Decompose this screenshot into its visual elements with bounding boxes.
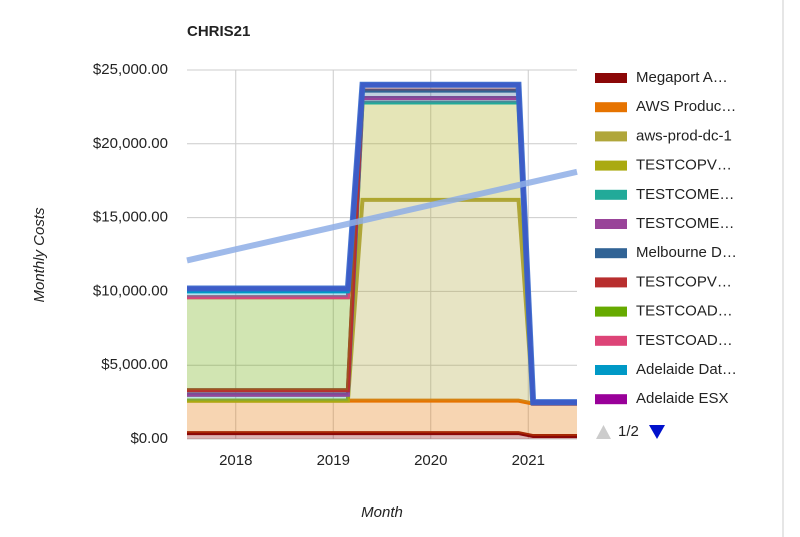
y-tick-label: $15,000.00 xyxy=(93,209,168,226)
legend-swatch xyxy=(595,131,627,142)
legend-label: Adelaide ESX xyxy=(636,390,729,407)
legend-page: 1/2 xyxy=(618,423,639,440)
legend-swatch xyxy=(595,248,627,259)
legend-swatch xyxy=(595,102,627,113)
legend-label: TESTCOME… xyxy=(636,186,734,203)
trendline xyxy=(186,168,578,264)
area xyxy=(187,84,577,403)
legend-swatch xyxy=(595,277,627,288)
x-tick-label: 2018 xyxy=(219,452,252,469)
area xyxy=(187,199,577,404)
area-line xyxy=(187,431,577,439)
x-axis-label: Month xyxy=(361,504,403,521)
legend-label: TESTCOAD… xyxy=(636,332,733,349)
legend-label: aws-prod-dc-1 xyxy=(636,127,732,144)
legend-label: TESTCOME… xyxy=(636,215,734,232)
area xyxy=(187,102,577,404)
legend-label: AWS Produc… xyxy=(636,98,736,115)
legend-swatch xyxy=(595,189,627,200)
legend-swatch xyxy=(595,160,627,171)
legend-label: Megaport A… xyxy=(636,69,728,86)
y-tick-label: $10,000.00 xyxy=(93,282,168,299)
legend-swatch xyxy=(595,365,627,375)
x-tick-label: 2021 xyxy=(512,452,545,469)
legend-swatch xyxy=(595,306,627,317)
legend-swatch xyxy=(595,394,627,405)
chart-title: CHRIS21 xyxy=(187,23,250,40)
legend-label: TESTCOPV… xyxy=(636,273,732,290)
y-axis-label: Monthly Costs xyxy=(31,207,48,303)
y-tick-label: $5,000.00 xyxy=(101,356,168,373)
x-tick-label: 2019 xyxy=(317,452,350,469)
legend-label: TESTCOPV… xyxy=(636,157,732,174)
x-tick-label: 2020 xyxy=(414,452,447,469)
legend-prev xyxy=(596,425,611,439)
y-tick-label: $0.00 xyxy=(130,430,168,447)
legend-swatch xyxy=(595,73,627,83)
area xyxy=(187,400,577,437)
legend-label: Adelaide Dat… xyxy=(636,361,737,378)
legend-label: Melbourne D… xyxy=(636,244,737,261)
legend-label: TESTCOAD… xyxy=(636,303,733,320)
legend-next[interactable] xyxy=(649,425,665,439)
y-tick-label: $25,000.00 xyxy=(93,61,168,78)
stack-outline xyxy=(187,81,577,406)
legend-swatch xyxy=(595,219,627,229)
legend-swatch xyxy=(595,335,627,346)
y-tick-label: $20,000.00 xyxy=(93,135,168,152)
